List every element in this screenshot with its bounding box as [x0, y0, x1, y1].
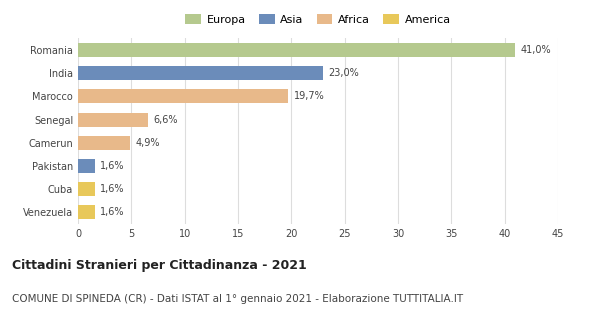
Text: 19,7%: 19,7% [293, 92, 324, 101]
Text: 1,6%: 1,6% [100, 207, 125, 217]
Bar [78, 136, 130, 150]
Text: 23,0%: 23,0% [329, 68, 359, 78]
Text: Cittadini Stranieri per Cittadinanza - 2021: Cittadini Stranieri per Cittadinanza - 2… [12, 259, 307, 272]
Bar [78, 90, 288, 103]
Bar [78, 205, 95, 220]
Text: 1,6%: 1,6% [100, 184, 125, 194]
Text: 41,0%: 41,0% [521, 45, 551, 55]
Text: 6,6%: 6,6% [154, 115, 178, 124]
Bar [78, 43, 515, 57]
Text: 4,9%: 4,9% [136, 138, 160, 148]
Bar [78, 159, 95, 173]
Text: 1,6%: 1,6% [100, 161, 125, 171]
Legend: Europa, Asia, Africa, America: Europa, Asia, Africa, America [181, 10, 455, 29]
Text: COMUNE DI SPINEDA (CR) - Dati ISTAT al 1° gennaio 2021 - Elaborazione TUTTITALIA: COMUNE DI SPINEDA (CR) - Dati ISTAT al 1… [12, 294, 463, 304]
Bar [78, 182, 95, 196]
Bar [78, 66, 323, 80]
Bar [78, 113, 148, 126]
